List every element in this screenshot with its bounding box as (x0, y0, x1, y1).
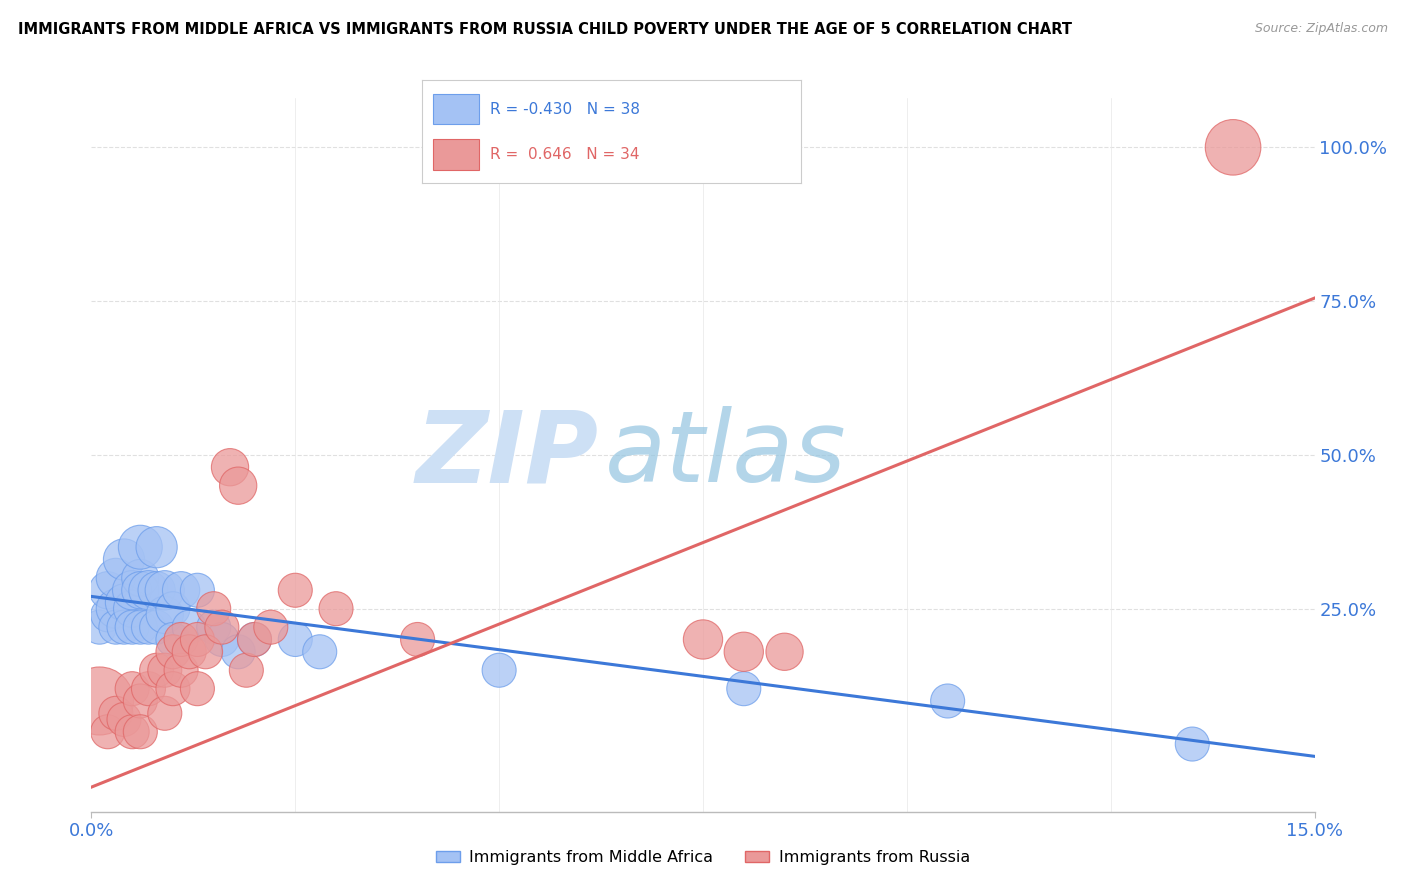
Point (162, 681, 184, 696)
Point (121, 601, 143, 615)
Text: IMMIGRANTS FROM MIDDLE AFRICA VS IMMIGRANTS FROM RUSSIA CHILD POVERTY UNDER THE : IMMIGRANTS FROM MIDDLE AFRICA VS IMMIGRA… (18, 22, 1073, 37)
Point (162, 632, 184, 647)
Point (97, 724, 120, 739)
FancyBboxPatch shape (433, 139, 478, 169)
Point (97, 607, 120, 622)
Point (733, 681, 755, 696)
Point (186, 632, 208, 647)
Point (121, 681, 143, 696)
Point (112, 620, 135, 634)
Point (145, 620, 167, 634)
Point (1181, 737, 1204, 751)
Point (488, 663, 510, 677)
Point (211, 620, 233, 634)
Point (170, 632, 193, 647)
Text: atlas: atlas (605, 407, 846, 503)
Point (129, 571, 152, 585)
Point (138, 681, 160, 696)
Point (112, 713, 135, 727)
FancyBboxPatch shape (433, 94, 478, 124)
Point (153, 706, 176, 721)
Point (138, 583, 160, 598)
Point (129, 540, 152, 554)
Point (104, 620, 127, 634)
Text: R = -0.430   N = 38: R = -0.430 N = 38 (491, 102, 640, 117)
Point (226, 645, 249, 659)
Point (89, 694, 111, 708)
Point (202, 601, 225, 615)
Legend: Immigrants from Middle Africa, Immigrants from Russia: Immigrants from Middle Africa, Immigrant… (429, 844, 977, 871)
Point (145, 540, 167, 554)
Point (112, 596, 135, 610)
Point (243, 632, 266, 647)
Point (129, 583, 152, 598)
Point (170, 583, 193, 598)
Point (104, 601, 127, 615)
Point (129, 724, 152, 739)
Point (235, 663, 257, 677)
Point (170, 663, 193, 677)
Point (153, 583, 176, 598)
Point (226, 478, 249, 492)
Point (112, 552, 135, 566)
Point (153, 663, 176, 677)
Point (121, 583, 143, 598)
Point (179, 620, 201, 634)
Point (104, 706, 127, 721)
Point (194, 645, 217, 659)
Point (121, 620, 143, 634)
Point (186, 583, 208, 598)
Point (243, 632, 266, 647)
Point (129, 620, 152, 634)
Point (260, 620, 283, 634)
Point (284, 583, 307, 598)
Text: Source: ZipAtlas.com: Source: ZipAtlas.com (1254, 22, 1388, 36)
Point (325, 601, 347, 615)
Point (162, 645, 184, 659)
Point (121, 724, 143, 739)
Point (211, 632, 233, 647)
Point (97, 583, 120, 598)
Point (936, 694, 959, 708)
Point (733, 645, 755, 659)
Point (89, 620, 111, 634)
Point (219, 460, 242, 475)
Point (406, 632, 429, 647)
Point (284, 632, 307, 647)
Point (138, 620, 160, 634)
Point (153, 607, 176, 622)
Point (773, 645, 796, 659)
Text: R =  0.646   N = 34: R = 0.646 N = 34 (491, 146, 640, 161)
Point (202, 620, 225, 634)
Point (145, 583, 167, 598)
Point (186, 681, 208, 696)
Point (104, 571, 127, 585)
Point (179, 645, 201, 659)
Point (1222, 140, 1244, 154)
Point (129, 694, 152, 708)
Text: ZIP: ZIP (416, 407, 599, 503)
Point (162, 601, 184, 615)
Point (308, 645, 330, 659)
Point (692, 632, 714, 647)
Point (145, 663, 167, 677)
